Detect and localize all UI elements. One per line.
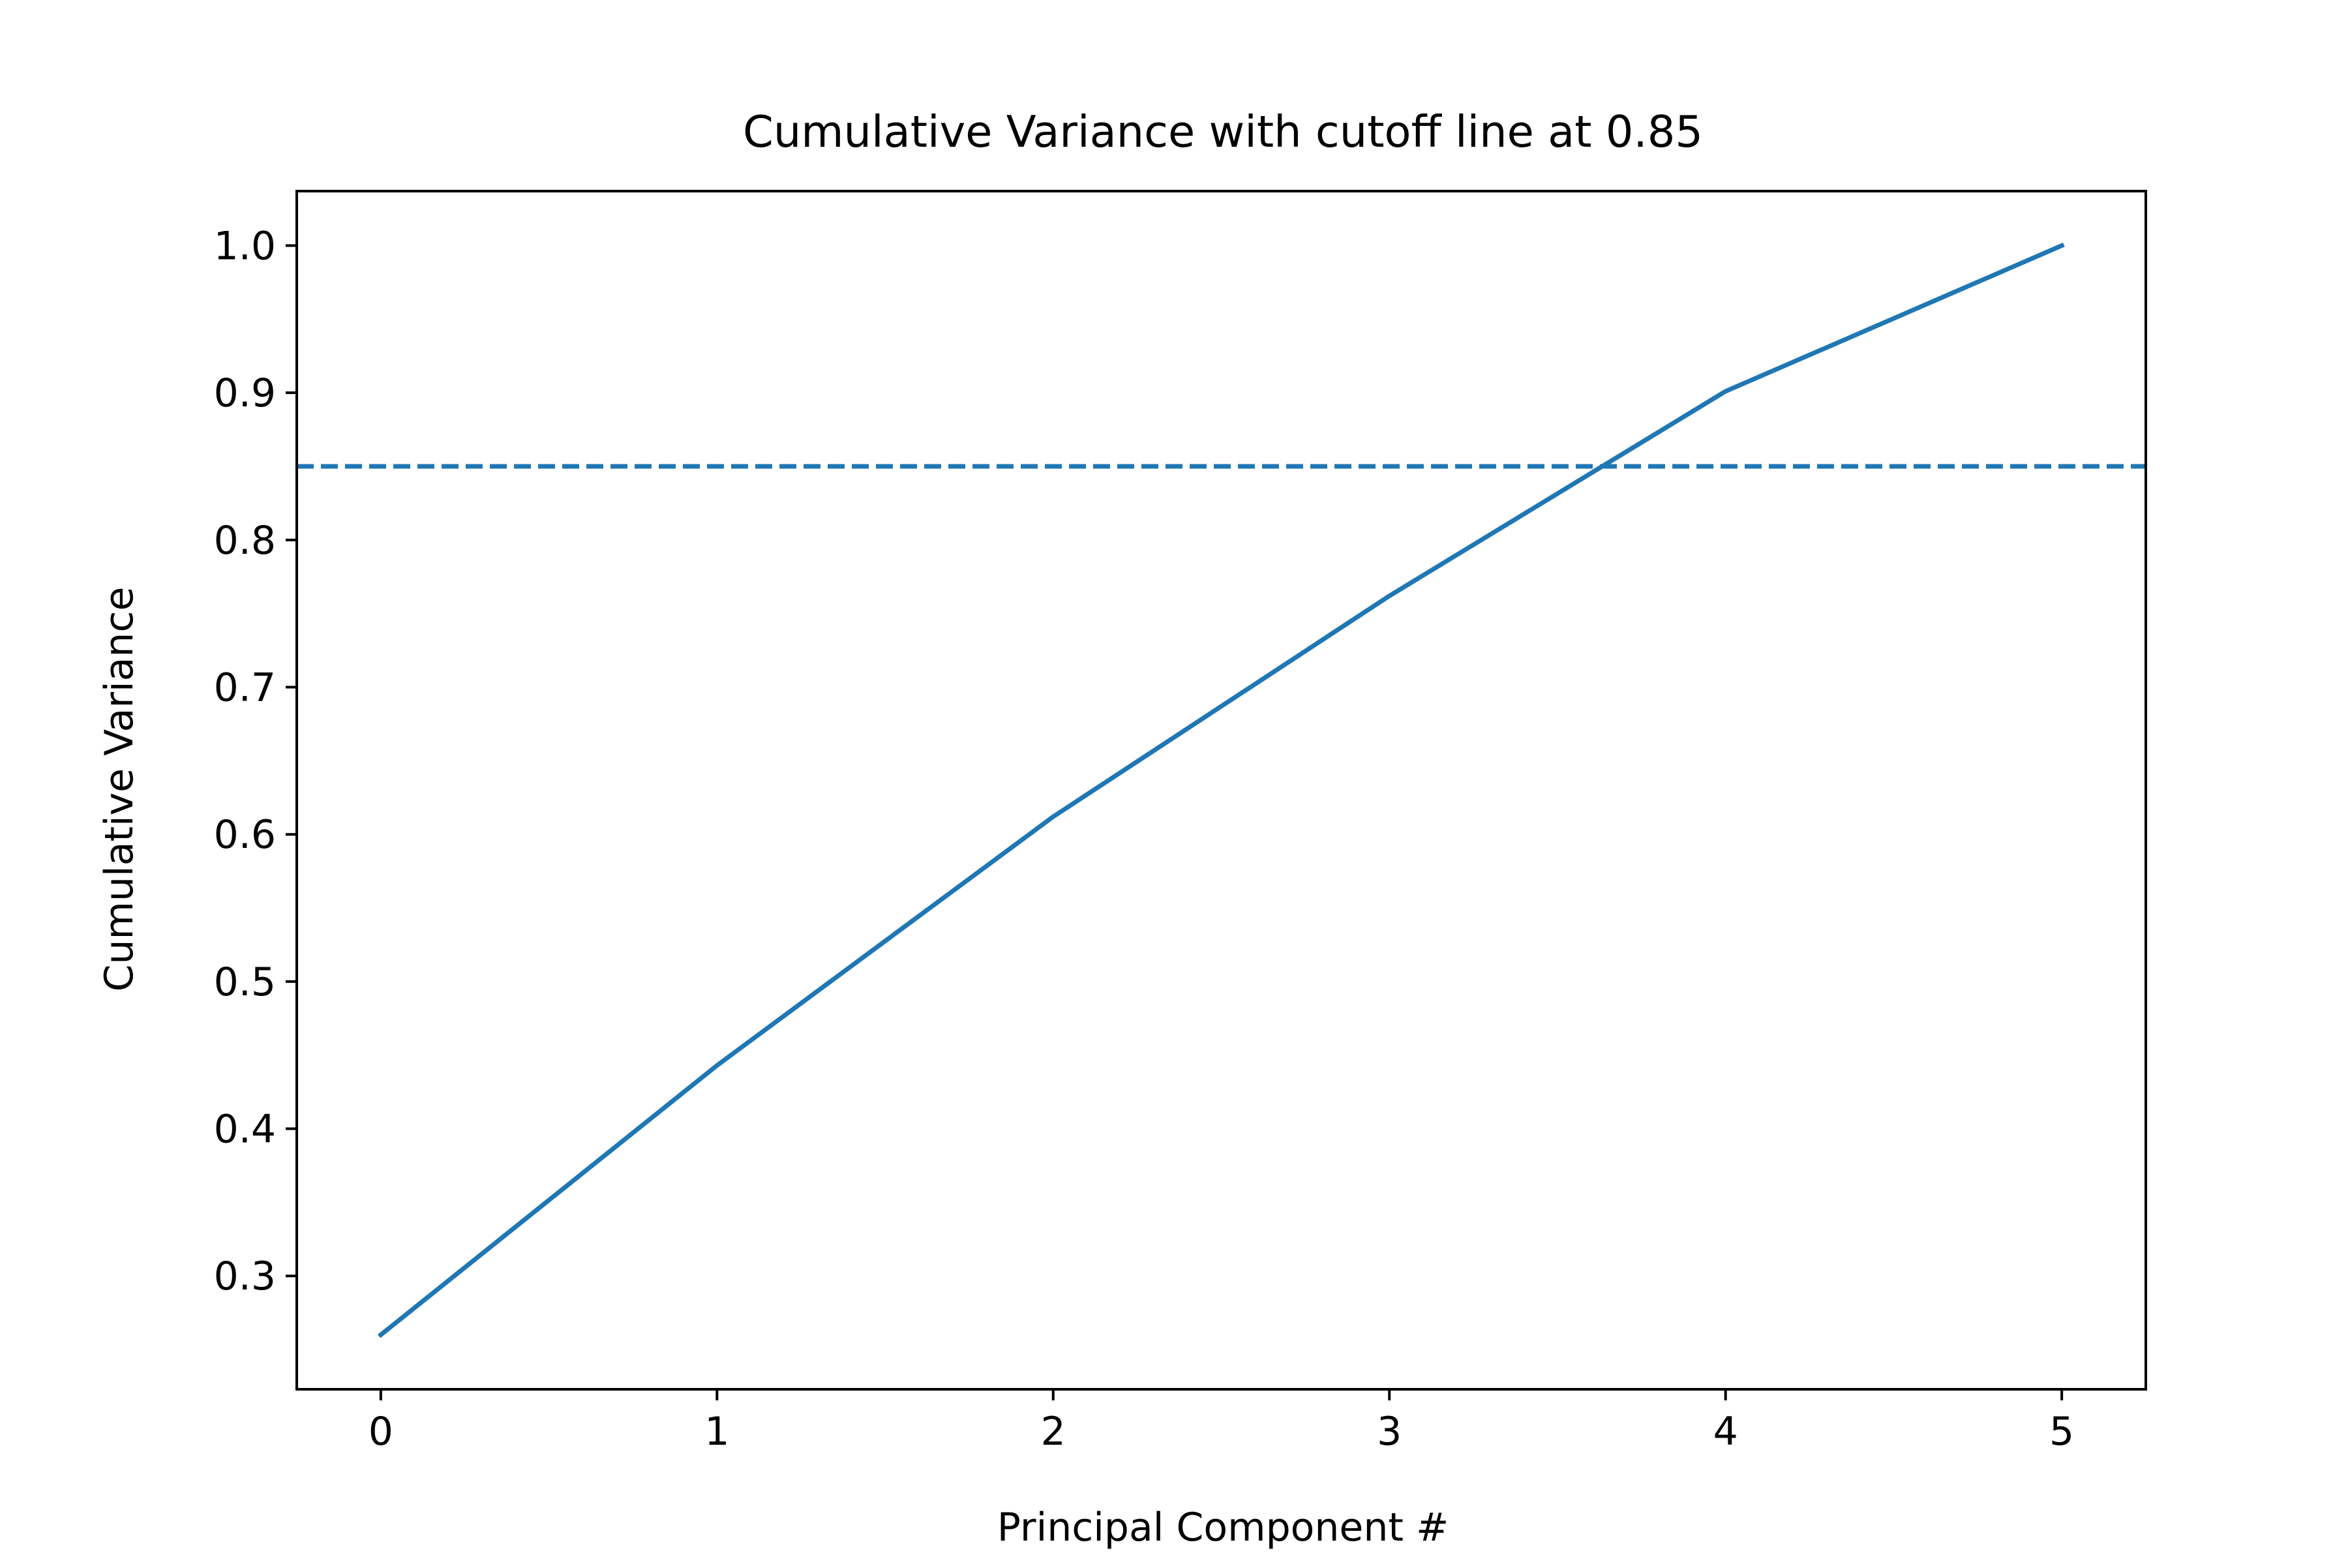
y-tick-label: 0.8 <box>214 518 276 564</box>
x-tick-label: 1 <box>704 1409 729 1455</box>
y-axis-label: Cumulative Variance <box>97 587 142 992</box>
x-tick-label: 4 <box>1713 1409 1738 1455</box>
y-tick-label: 0.6 <box>214 812 276 858</box>
x-tick-label: 0 <box>369 1409 393 1455</box>
x-tick-label: 5 <box>2049 1409 2074 1455</box>
chart-title: Cumulative Variance with cutoff line at … <box>743 106 1703 157</box>
x-tick-label: 3 <box>1377 1409 1402 1455</box>
series-line <box>377 242 2065 1338</box>
y-tick-label: 1.0 <box>214 224 276 269</box>
y-tick-label: 0.4 <box>214 1107 276 1153</box>
axes: 0 1 2 3 4 5 0.3 0.4 0.5 0.6 0.7 0.8 0.9 1.0 <box>214 190 2147 1455</box>
y-tick-label: 0.9 <box>214 370 276 416</box>
y-tick-label: 0.5 <box>214 959 276 1005</box>
plot-area <box>297 242 2146 1338</box>
x-axis-label: Principal Component # <box>997 1505 1449 1550</box>
x-tick-label: 2 <box>1041 1409 1066 1455</box>
y-tick-label: 0.7 <box>214 665 276 711</box>
axes-frame <box>295 190 2147 1391</box>
y-tick-label: 0.3 <box>214 1254 276 1299</box>
plot-clipped-group <box>297 242 2146 1338</box>
